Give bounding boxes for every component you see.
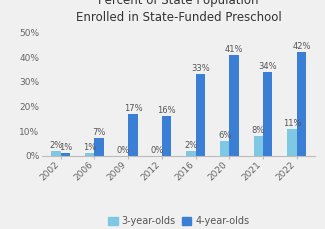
Bar — [85, 153, 95, 156]
Text: 1%: 1% — [83, 143, 97, 152]
Bar — [95, 139, 104, 156]
Text: 17%: 17% — [124, 104, 142, 113]
Bar — [61, 153, 70, 156]
Text: 42%: 42% — [292, 42, 311, 51]
Text: 0%: 0% — [117, 146, 130, 155]
Title: Percent of State Population
Enrolled in State-Funded Preschool: Percent of State Population Enrolled in … — [76, 0, 282, 24]
Text: 0%: 0% — [150, 146, 164, 155]
Text: 11%: 11% — [283, 119, 301, 128]
Bar — [128, 114, 137, 156]
Bar — [186, 151, 196, 156]
Text: 7%: 7% — [93, 128, 106, 137]
Bar — [287, 129, 297, 156]
Bar — [297, 52, 306, 156]
Bar — [220, 141, 229, 156]
Bar — [51, 151, 61, 156]
Text: 16%: 16% — [157, 106, 176, 115]
Bar — [254, 136, 263, 156]
Text: 33%: 33% — [191, 64, 210, 73]
Bar — [263, 72, 272, 156]
Text: 8%: 8% — [252, 126, 265, 135]
Legend: 3-year-olds, 4-year-olds: 3-year-olds, 4-year-olds — [104, 213, 253, 229]
Text: 1%: 1% — [59, 143, 72, 152]
Bar — [229, 55, 239, 156]
Bar — [196, 74, 205, 156]
Bar — [162, 116, 171, 156]
Text: 6%: 6% — [218, 131, 231, 140]
Text: 34%: 34% — [258, 62, 277, 71]
Text: 2%: 2% — [49, 141, 63, 150]
Text: 2%: 2% — [184, 141, 198, 150]
Text: 41%: 41% — [225, 45, 243, 54]
